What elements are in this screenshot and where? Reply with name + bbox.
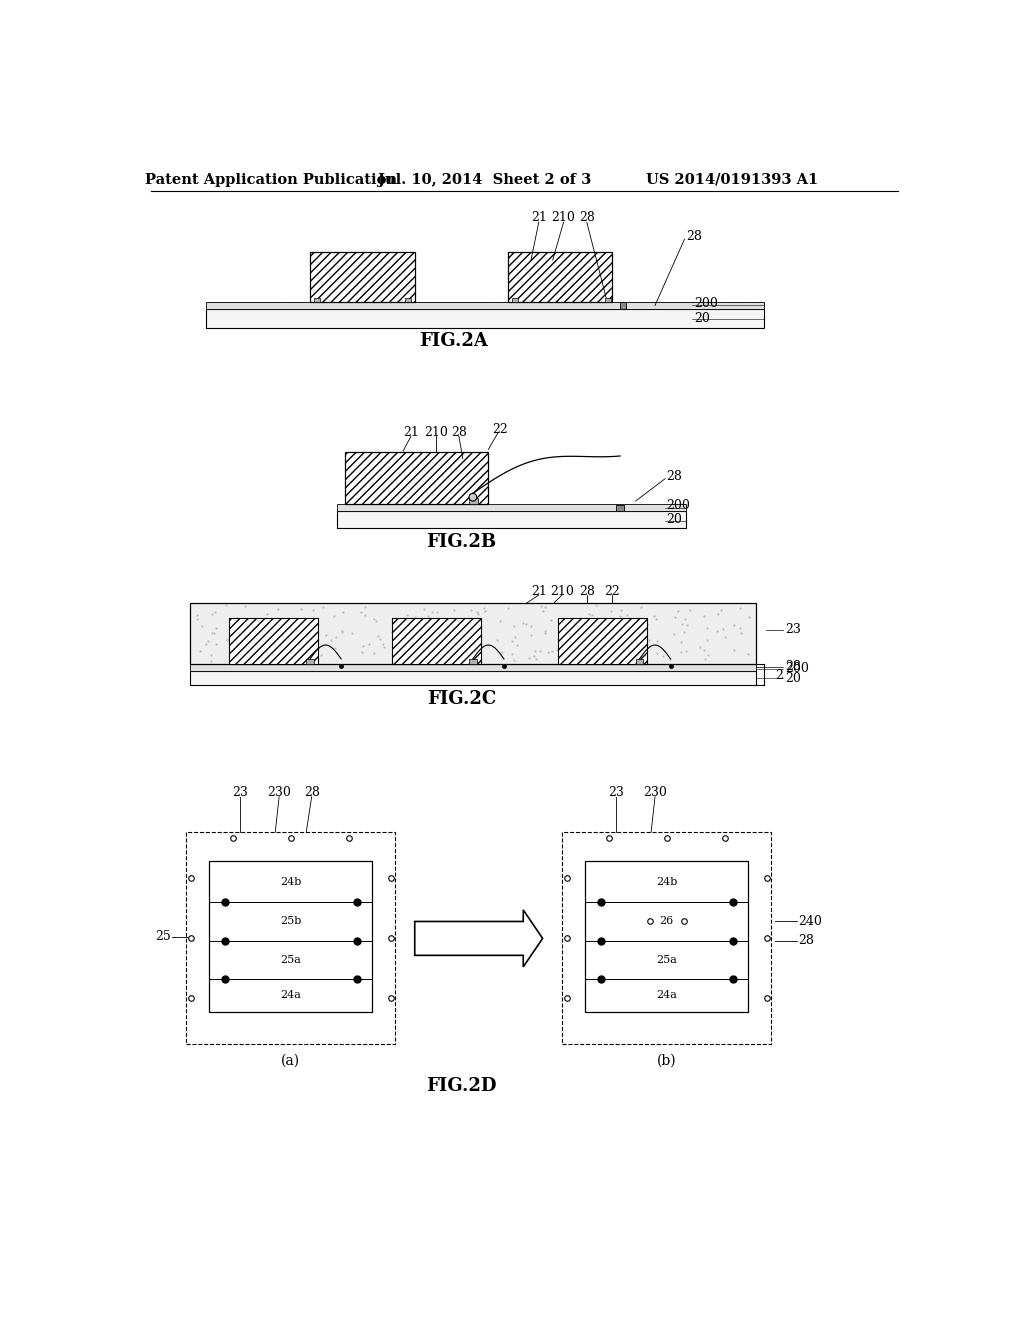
Bar xyxy=(206,309,764,327)
Bar xyxy=(337,511,686,528)
Bar xyxy=(345,451,488,504)
Bar xyxy=(621,302,627,309)
Text: (b): (b) xyxy=(656,1053,677,1068)
Bar xyxy=(190,603,756,664)
Text: 25b: 25b xyxy=(280,916,301,927)
Ellipse shape xyxy=(469,494,477,502)
Bar xyxy=(306,659,314,664)
Text: 24a: 24a xyxy=(656,990,677,1001)
Bar xyxy=(469,659,477,664)
Bar xyxy=(636,659,643,664)
Text: 28: 28 xyxy=(799,935,814,948)
Text: 20: 20 xyxy=(693,312,710,325)
Text: 210: 210 xyxy=(424,426,447,440)
Text: 24b: 24b xyxy=(656,878,677,887)
Bar xyxy=(562,832,771,1044)
Text: 28: 28 xyxy=(686,231,701,243)
Text: 22: 22 xyxy=(493,422,508,436)
Text: 25: 25 xyxy=(155,931,171,944)
Text: 240: 240 xyxy=(799,915,822,928)
Text: 28: 28 xyxy=(451,426,467,440)
Text: FIG.2A: FIG.2A xyxy=(419,331,488,350)
Bar xyxy=(512,298,518,302)
Bar xyxy=(616,506,624,511)
Bar xyxy=(508,252,612,302)
Text: Jul. 10, 2014  Sheet 2 of 3: Jul. 10, 2014 Sheet 2 of 3 xyxy=(378,173,591,187)
Text: 21: 21 xyxy=(402,426,419,440)
Bar xyxy=(186,832,395,1044)
Bar xyxy=(469,498,478,504)
Bar xyxy=(209,862,372,1011)
Text: 24b: 24b xyxy=(280,878,301,887)
Text: 25a: 25a xyxy=(656,954,677,965)
Text: 25a: 25a xyxy=(281,954,301,965)
Text: 28: 28 xyxy=(304,785,319,799)
Text: 200: 200 xyxy=(693,297,718,310)
Bar xyxy=(310,252,415,302)
Text: 200: 200 xyxy=(785,663,809,676)
Text: 22: 22 xyxy=(604,585,621,598)
Text: 24a: 24a xyxy=(281,990,301,1001)
Bar xyxy=(228,618,317,664)
Text: 28: 28 xyxy=(579,585,595,598)
Polygon shape xyxy=(415,909,543,966)
Text: 21: 21 xyxy=(530,211,547,224)
Text: 26: 26 xyxy=(659,916,674,927)
Bar xyxy=(586,862,748,1011)
Text: FIG.2B: FIG.2B xyxy=(426,533,497,550)
Bar xyxy=(558,618,647,664)
Text: 210: 210 xyxy=(550,585,573,598)
Text: 200: 200 xyxy=(667,499,690,512)
Text: 20: 20 xyxy=(667,513,683,527)
Text: 20: 20 xyxy=(785,672,801,685)
Bar xyxy=(206,302,764,309)
Text: FIG.2D: FIG.2D xyxy=(426,1077,497,1096)
Text: 28: 28 xyxy=(579,211,595,224)
Bar xyxy=(604,298,611,302)
Text: 21: 21 xyxy=(530,585,547,598)
Text: 23: 23 xyxy=(608,785,625,799)
Bar xyxy=(190,664,756,671)
Bar xyxy=(314,298,321,302)
Text: 210: 210 xyxy=(552,211,575,224)
Bar xyxy=(190,672,756,685)
Text: US 2014/0191393 A1: US 2014/0191393 A1 xyxy=(646,173,818,187)
Bar xyxy=(404,298,411,302)
Text: 230: 230 xyxy=(267,785,291,799)
Text: 23: 23 xyxy=(785,623,801,636)
Text: 230: 230 xyxy=(643,785,667,799)
Text: 28: 28 xyxy=(785,660,801,673)
Text: 28: 28 xyxy=(667,470,683,483)
Text: FIG.2C: FIG.2C xyxy=(427,690,496,708)
Text: Patent Application Publication: Patent Application Publication xyxy=(145,173,397,187)
Text: 2: 2 xyxy=(775,668,783,681)
Text: 23: 23 xyxy=(232,785,248,799)
Text: (a): (a) xyxy=(282,1053,300,1068)
Bar xyxy=(391,618,480,664)
Bar xyxy=(337,504,686,511)
